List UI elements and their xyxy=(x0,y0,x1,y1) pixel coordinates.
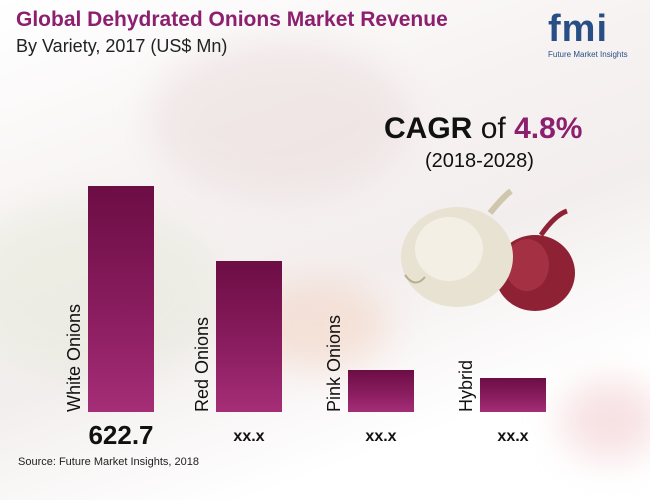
cagr-of: of xyxy=(480,112,506,145)
background-blur-red xyxy=(560,380,650,460)
category-label: Pink Onions xyxy=(324,314,344,412)
value-label: xx.x xyxy=(233,428,265,445)
cagr-label: CAGR xyxy=(384,112,473,145)
value-label: xx.x xyxy=(497,428,529,445)
category-label: White Onions xyxy=(64,303,84,412)
value-label: 622.7 xyxy=(88,420,154,450)
bar-hybrid xyxy=(480,378,546,412)
bar-red-onions xyxy=(216,261,282,412)
chart-title: Global Dehydrated Onions Market Revenue xyxy=(16,8,448,31)
logo-mark: fmi xyxy=(548,8,608,50)
chart-subtitle: By Variety, 2017 (US$ Mn) xyxy=(16,36,228,56)
cagr-period: (2018-2028) xyxy=(425,150,534,172)
background-blur-light xyxy=(150,40,410,200)
cagr-callout: CAGR of 4.8% xyxy=(384,112,582,146)
value-label: xx.x xyxy=(365,428,397,445)
source-note: Source: Future Market Insights, 2018 xyxy=(18,456,199,468)
cagr-value: 4.8% xyxy=(514,112,583,145)
bar-pink-onions xyxy=(348,370,414,412)
category-label: Red Onions xyxy=(192,316,212,412)
fmi-logo: fmi Future Market Insights xyxy=(548,10,644,70)
onions-illustration-icon xyxy=(401,188,575,311)
logo-name: Future Market Insights xyxy=(548,50,628,59)
bar-white-onions xyxy=(88,186,154,412)
category-label: Hybrid xyxy=(456,359,476,412)
